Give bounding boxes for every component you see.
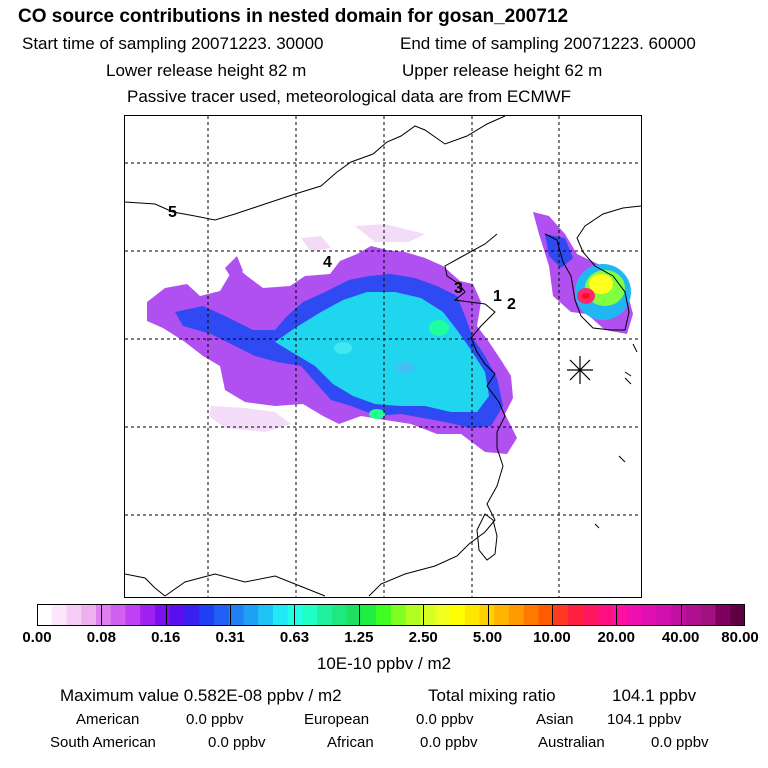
- plot-title: CO source contributions in nested domain…: [18, 6, 569, 27]
- colorbar-swatch: [184, 604, 200, 626]
- colorbar-swatch: [656, 604, 672, 626]
- colorbar-swatch: [700, 604, 716, 626]
- colorbar-swatch: [464, 604, 480, 626]
- region-south-american-value: 0.0 ppbv: [208, 734, 266, 751]
- colorbar-swatch: [199, 604, 215, 626]
- colorbar-swatch: [523, 604, 539, 626]
- colorbar-swatch: [553, 604, 569, 626]
- start-time-label: Start time of sampling 20071223. 30000: [22, 34, 324, 53]
- colorbar-border: [37, 604, 745, 626]
- colorbar-swatch: [51, 604, 67, 626]
- colorbar-label: 10.00: [533, 629, 571, 646]
- colorbar-swatch: [169, 604, 185, 626]
- colorbar-label: 1.25: [344, 629, 374, 646]
- region-american-name: American: [76, 711, 140, 728]
- region-european-name: European: [304, 711, 370, 728]
- colorbar-swatch: [671, 604, 687, 626]
- colorbar-swatch: [228, 604, 244, 626]
- colorbar-swatch: [37, 604, 53, 626]
- colorbar-swatch: [273, 604, 289, 626]
- colorbar-swatch: [361, 604, 377, 626]
- map-canvas: [125, 116, 641, 597]
- colorbar-units: 10E-10 ppbv / m2: [316, 654, 452, 673]
- colorbar-label: 5.00: [472, 629, 503, 646]
- colorbar-label: 40.00: [661, 629, 700, 646]
- lower-release-height-label: Lower release height 82 m: [106, 61, 307, 80]
- concentration-map: 5 4 3 1 2: [124, 115, 642, 598]
- total-mixing-ratio-value: 104.1 ppbv: [612, 686, 697, 705]
- colorbar-swatch: [258, 604, 274, 626]
- colorbar-label: 80.00: [721, 629, 759, 646]
- colorbar-swatch: [317, 604, 333, 626]
- colorbar-swatch: [214, 604, 230, 626]
- colorbar-swatch: [155, 604, 171, 626]
- region-south-american-name: South American: [50, 734, 156, 751]
- map-label-5: 5: [168, 204, 177, 221]
- colorbar-swatch: [110, 604, 126, 626]
- region-asian-value: 104.1 ppbv: [607, 711, 682, 728]
- colorbar-swatch: [686, 604, 702, 626]
- colorbar-swatch: [332, 604, 348, 626]
- colorbar-swatch: [96, 604, 112, 626]
- colorbar-swatch: [494, 604, 510, 626]
- colorbar-label: 0.08: [86, 629, 116, 646]
- colorbar-label: 0.00: [22, 629, 52, 646]
- colorbar-swatch: [435, 604, 451, 626]
- total-mixing-ratio-label: Total mixing ratio: [428, 686, 556, 705]
- colorbar-label: 20.00: [597, 629, 636, 646]
- colorbar-swatch: [81, 604, 97, 626]
- region-european-value: 0.0 ppbv: [416, 711, 474, 728]
- map-label-4: 4: [323, 254, 332, 271]
- colorbar-swatch: [287, 604, 303, 626]
- colorbar-swatch: [715, 604, 731, 626]
- colorbar-swatch: [538, 604, 554, 626]
- upper-release-height-label: Upper release height 62 m: [402, 61, 603, 80]
- colorbar-swatch: [509, 604, 525, 626]
- maximum-value: Maximum value 0.582E-08 ppbv / m2: [60, 686, 342, 705]
- colorbar-swatch: [597, 604, 613, 626]
- colorbar: [37, 604, 745, 626]
- colorbar-swatch: [140, 604, 156, 626]
- end-time-label: End time of sampling 20071223. 60000: [400, 34, 696, 53]
- colorbar-label: 2.50: [408, 629, 438, 646]
- plume-hotspots: [334, 320, 449, 419]
- colorbar-swatch: [420, 604, 436, 626]
- colorbar-swatch: [391, 604, 407, 626]
- colorbar-swatch: [450, 604, 466, 626]
- plume-halo: [209, 224, 425, 432]
- colorbar-label: 0.16: [151, 629, 181, 646]
- colorbar-swatch: [405, 604, 421, 626]
- receptor-marker-icon: [567, 356, 593, 384]
- colorbar-swatch: [627, 604, 643, 626]
- map-label-3: 3: [454, 280, 463, 297]
- region-australian-name: Australian: [538, 734, 605, 751]
- region-american-value: 0.0 ppbv: [186, 711, 244, 728]
- region-australian-value: 0.0 ppbv: [651, 734, 709, 751]
- map-label-2: 2: [507, 296, 516, 313]
- colorbar-swatch: [302, 604, 318, 626]
- colorbar-swatch: [125, 604, 141, 626]
- colorbar-swatch: [346, 604, 362, 626]
- region-african-name: African: [327, 734, 374, 751]
- coastlines: [125, 116, 641, 597]
- colorbar-swatch: [376, 604, 392, 626]
- colorbar-swatch: [243, 604, 259, 626]
- colorbar-swatch: [66, 604, 82, 626]
- lat-lon-grid: [125, 116, 641, 597]
- korea-hotspot: [575, 264, 631, 320]
- colorbar-label: 0.63: [279, 629, 310, 646]
- tracer-note: Passive tracer used, meteorological data…: [127, 87, 572, 106]
- region-african-value: 0.0 ppbv: [420, 734, 478, 751]
- colorbar-swatch: [730, 604, 745, 626]
- colorbar-label: 0.31: [215, 629, 245, 646]
- map-label-1: 1: [493, 288, 502, 305]
- colorbar-swatch: [479, 604, 495, 626]
- colorbar-swatch: [582, 604, 598, 626]
- region-asian-name: Asian: [536, 711, 574, 728]
- colorbar-swatch: [568, 604, 584, 626]
- colorbar-swatch: [641, 604, 657, 626]
- colorbar-swatch: [612, 604, 628, 626]
